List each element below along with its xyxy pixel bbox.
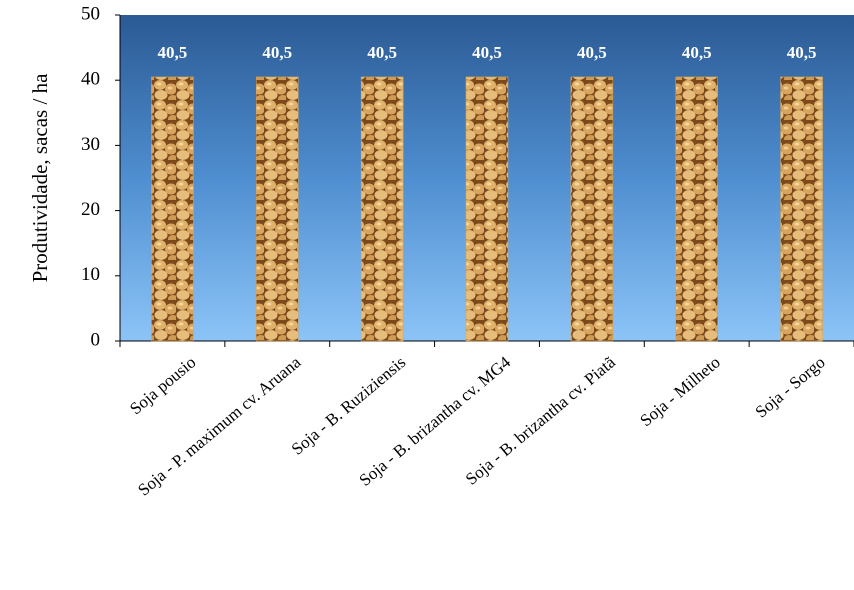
x-tick-label: Soja pousio — [126, 353, 199, 419]
bar — [465, 76, 509, 342]
bar — [360, 76, 404, 342]
y-tick-label: 10 — [81, 264, 100, 285]
y-tick-label: 40 — [81, 69, 100, 90]
value-label: 40,5 — [158, 43, 188, 62]
x-tick-label: Soja - Sorgo — [752, 353, 829, 422]
y-tick-label: 30 — [81, 134, 100, 155]
value-label: 40,5 — [472, 43, 502, 62]
y-tick-label: 20 — [81, 199, 100, 220]
value-label: 40,5 — [262, 43, 292, 62]
value-label: 40,5 — [577, 43, 607, 62]
bar — [151, 76, 194, 342]
bar — [256, 76, 299, 342]
x-tick-label: Soja - B. Ruziziensis — [288, 353, 409, 459]
y-tick-label: 0 — [91, 329, 101, 350]
y-axis-title: Produtividade, sacas / ha — [28, 73, 52, 282]
bar — [675, 76, 718, 342]
value-label: 40,5 — [787, 43, 817, 62]
value-label: 40,5 — [367, 43, 397, 62]
y-tick-label: 50 — [81, 3, 100, 24]
bar — [570, 76, 614, 342]
bar — [780, 76, 823, 342]
value-label: 40,5 — [682, 43, 712, 62]
x-tick-label: Soja - Milheto — [636, 353, 723, 431]
